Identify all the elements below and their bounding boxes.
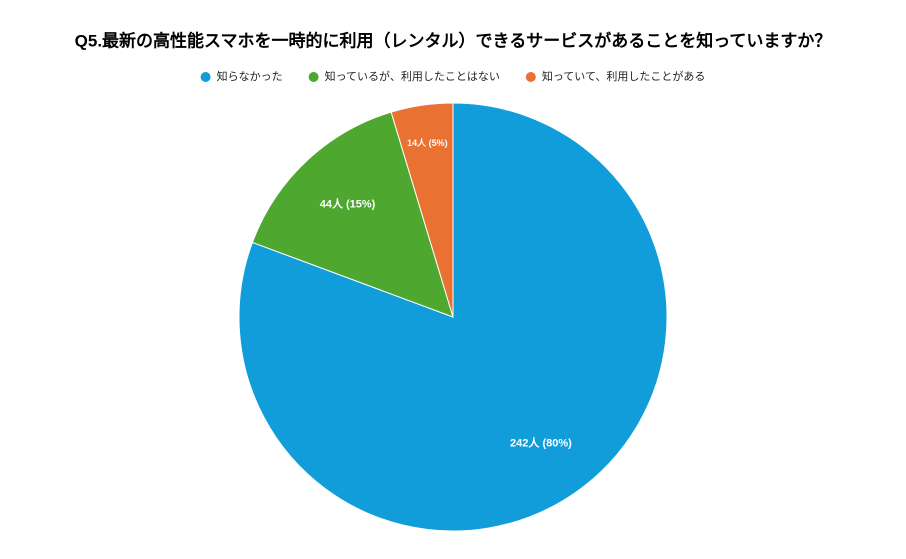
legend-label: 知らなかった <box>217 69 283 83</box>
data-label: 44人 (15%) <box>320 197 376 211</box>
legend-marker <box>200 72 211 82</box>
chart-title: Q5.最新の高性能スマホを一時的に利用（レンタル）できるサービスがあることを知っ… <box>75 30 832 50</box>
pie-slice <box>251 111 454 318</box>
data-label: 14人 (5%) <box>407 137 448 148</box>
legend-label: 知っていて、利用したことがある <box>542 69 706 83</box>
legend-label: 知っているが、利用したことはない <box>325 69 500 83</box>
data-label: 242人 (80%) <box>510 435 572 449</box>
legend-marker <box>525 72 536 82</box>
pie-slice <box>390 102 454 318</box>
legend-marker <box>308 72 319 82</box>
